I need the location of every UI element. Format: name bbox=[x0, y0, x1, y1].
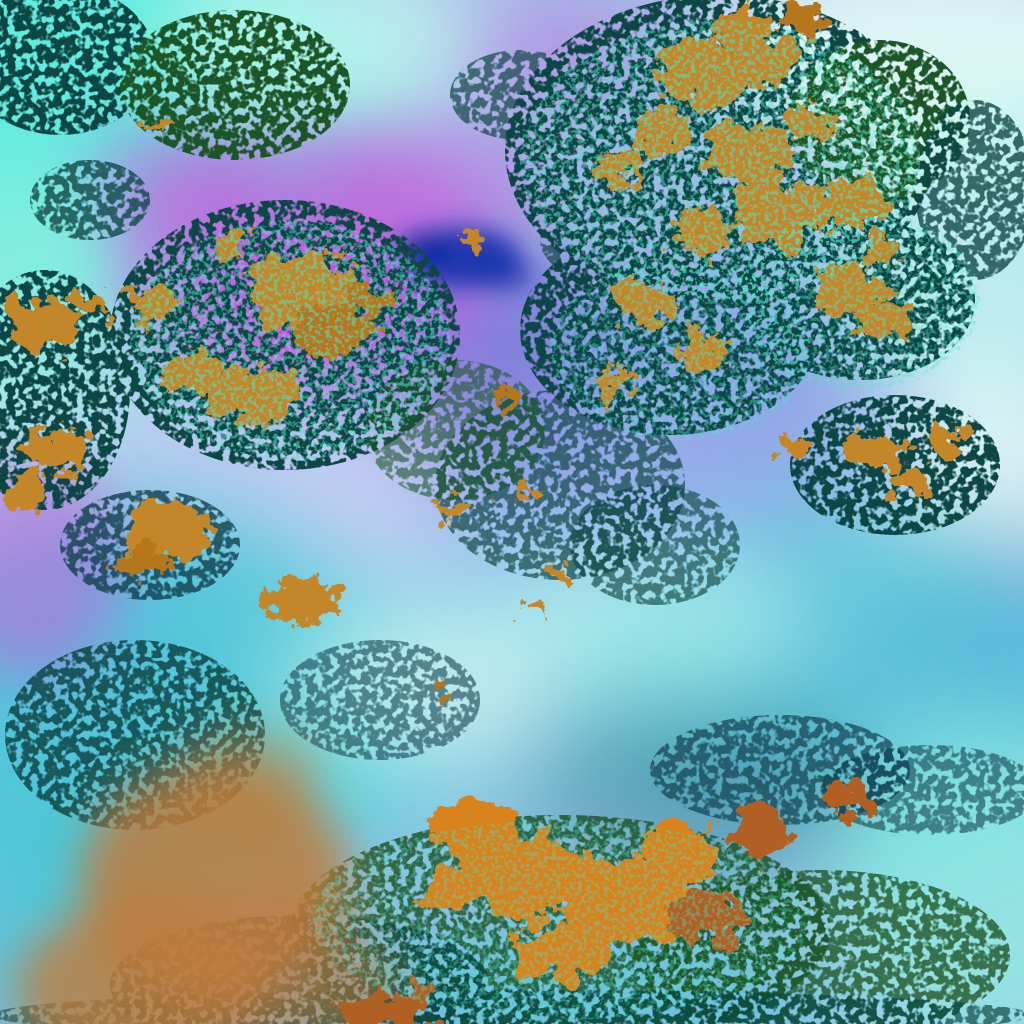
terrain-dot bbox=[550, 563, 574, 581]
terrain-dot bbox=[498, 390, 522, 406]
terrain-dot bbox=[460, 234, 484, 250]
sparkle-layer bbox=[130, 20, 980, 1020]
terrain-dot bbox=[774, 437, 806, 459]
soft-orange-lower bbox=[15, 905, 265, 1024]
terrain-blob bbox=[122, 504, 214, 560]
terrain-blob bbox=[6, 298, 78, 354]
sparkle-center-right bbox=[550, 260, 810, 440]
speckle-right-lower bbox=[790, 395, 1000, 535]
rust-blob bbox=[732, 812, 792, 852]
terrain-blob bbox=[890, 467, 934, 497]
terrain-dot bbox=[142, 121, 162, 135]
terrain-dot bbox=[424, 682, 448, 698]
speckle-mid-bottom bbox=[280, 640, 480, 760]
sparkle-bottom bbox=[310, 820, 810, 1020]
rust-blob bbox=[335, 994, 435, 1024]
terrain-dot bbox=[437, 500, 459, 516]
speckle-ridge-right bbox=[820, 745, 1024, 835]
rust-blob bbox=[818, 784, 866, 812]
terrain-blob bbox=[72, 287, 108, 313]
terrain-dot bbox=[521, 598, 543, 614]
terrain-blob bbox=[116, 546, 168, 578]
speckle-center-lower bbox=[570, 485, 740, 605]
terrain-blob bbox=[778, 8, 822, 32]
sparkle-mid-left bbox=[130, 220, 450, 460]
terrain-blob bbox=[28, 428, 88, 476]
terrain-blob bbox=[4, 476, 48, 508]
speckle-top-left bbox=[120, 10, 350, 160]
terrain-blob bbox=[926, 428, 962, 452]
navy-blob-tail bbox=[475, 259, 535, 291]
magenta-tinge-center-top bbox=[310, 120, 550, 240]
terrain-blob bbox=[256, 578, 340, 622]
terrain-dot bbox=[507, 482, 537, 502]
terrain-blob bbox=[842, 432, 902, 472]
speckle-top-left-corner bbox=[0, 0, 155, 135]
speckle-left-upper bbox=[30, 160, 150, 240]
soft-orange-upper bbox=[180, 730, 320, 820]
